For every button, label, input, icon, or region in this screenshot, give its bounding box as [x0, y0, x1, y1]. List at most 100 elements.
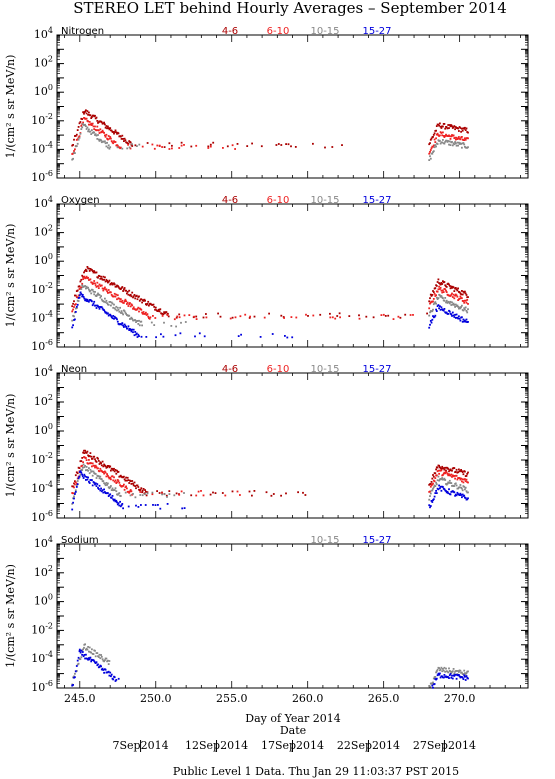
data-point — [100, 665, 102, 668]
data-point — [124, 298, 127, 301]
data-point — [75, 307, 78, 309]
series-4-6 — [71, 449, 469, 497]
data-point — [132, 296, 134, 299]
data-point — [127, 479, 130, 481]
data-point — [459, 295, 462, 298]
data-point — [94, 282, 96, 285]
data-point — [75, 665, 78, 667]
data-point — [458, 317, 461, 320]
data-point — [101, 287, 104, 290]
data-point — [81, 294, 84, 296]
data-point — [429, 302, 431, 305]
data-point — [83, 297, 86, 300]
data-point — [78, 648, 81, 651]
data-point — [127, 293, 130, 296]
data-point — [451, 677, 454, 680]
data-point — [224, 494, 227, 497]
data-point — [80, 288, 83, 290]
data-point — [436, 281, 439, 283]
data-point — [439, 294, 441, 297]
data-point — [94, 655, 97, 658]
data-point — [436, 298, 439, 300]
data-point — [444, 288, 447, 291]
data-point — [126, 147, 129, 150]
y-tick-exponent: 2 — [48, 564, 53, 573]
data-point — [129, 293, 132, 296]
data-point — [431, 501, 434, 503]
data-point — [97, 457, 99, 460]
data-point — [456, 295, 459, 298]
data-point — [458, 307, 460, 310]
data-point — [434, 477, 437, 479]
data-point — [464, 306, 467, 309]
data-point — [145, 494, 148, 497]
data-point — [109, 313, 112, 316]
data-point — [272, 493, 275, 495]
data-point — [131, 143, 133, 146]
legend-10-15: 10-15 — [310, 26, 339, 37]
data-point — [83, 654, 86, 656]
data-point — [103, 309, 105, 312]
y-tick-label: 102 — [34, 393, 53, 408]
data-point — [451, 296, 454, 298]
y-tick-exponent: -4 — [45, 140, 53, 149]
data-point — [455, 484, 458, 487]
y-tick-exponent: -4 — [45, 309, 53, 318]
data-point — [440, 467, 443, 470]
data-point — [462, 290, 465, 293]
data-point — [234, 316, 237, 319]
data-point — [74, 672, 76, 675]
data-point — [467, 321, 469, 323]
y-axis-label: 1/(cm² s sr MeV/n) — [4, 564, 17, 668]
data-point — [447, 671, 450, 674]
data-point — [455, 494, 458, 497]
data-point — [457, 317, 459, 320]
data-point — [122, 324, 124, 327]
data-point — [437, 475, 440, 478]
legend-6-10: 6-10 — [267, 195, 290, 206]
data-point — [87, 113, 89, 116]
data-point — [161, 492, 163, 494]
data-point — [286, 336, 289, 339]
data-point — [459, 138, 462, 141]
data-point — [91, 281, 93, 284]
data-point — [80, 278, 83, 281]
data-point — [458, 141, 460, 144]
y-tick-exponent: -2 — [45, 621, 53, 630]
data-point — [91, 304, 94, 307]
data-point — [88, 288, 90, 291]
data-point — [84, 110, 86, 113]
data-point — [226, 145, 229, 148]
data-point — [126, 327, 129, 330]
data-point — [130, 490, 133, 493]
data-point — [123, 287, 126, 289]
data-point — [454, 470, 457, 473]
data-point — [90, 660, 93, 663]
data-point — [79, 473, 82, 476]
data-point — [432, 486, 435, 489]
data-point — [275, 144, 278, 146]
data-point — [87, 646, 89, 648]
data-point — [125, 289, 127, 292]
data-point — [103, 463, 105, 466]
data-point — [128, 303, 131, 305]
data-point — [461, 316, 463, 319]
data-point — [104, 659, 106, 662]
data-point — [441, 134, 444, 137]
data-point — [439, 139, 441, 142]
data-point — [260, 145, 263, 148]
y-tick-exponent: -6 — [45, 679, 53, 688]
data-point — [141, 311, 143, 314]
data-point — [265, 491, 268, 494]
data-point — [126, 487, 128, 490]
data-point — [77, 138, 80, 141]
data-point — [467, 481, 469, 484]
data-point — [101, 460, 104, 463]
data-point — [428, 143, 431, 146]
data-point — [433, 146, 436, 149]
data-point — [439, 283, 442, 286]
data-point — [460, 130, 462, 133]
data-point — [458, 291, 461, 294]
data-point — [436, 143, 439, 145]
data-point — [339, 316, 341, 319]
